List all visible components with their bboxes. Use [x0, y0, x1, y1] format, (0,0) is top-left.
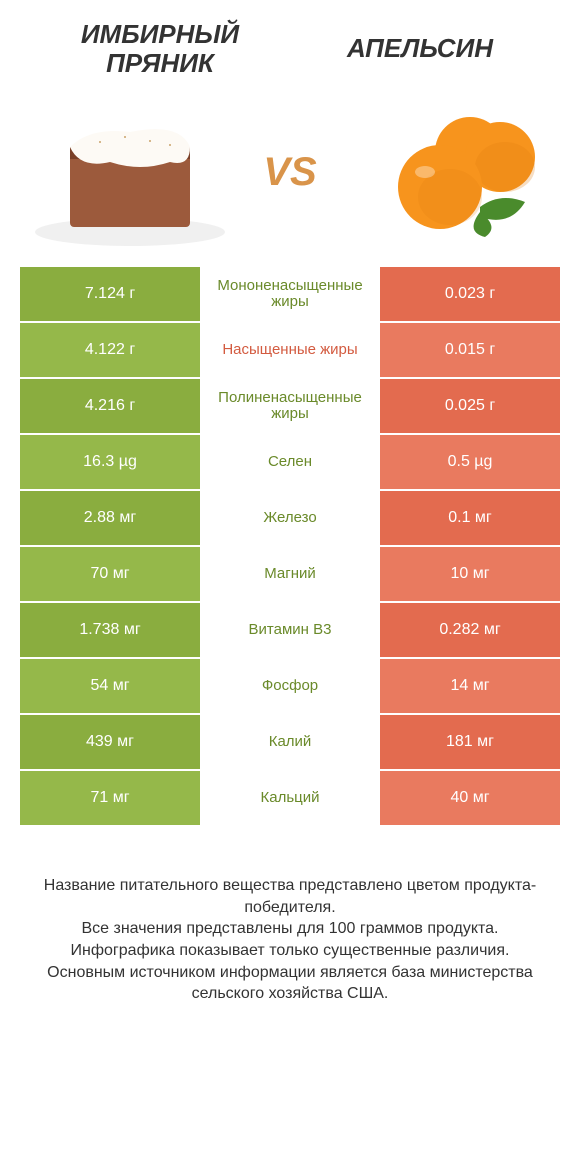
value-right: 0.025 г — [380, 379, 560, 433]
value-right: 0.5 µg — [380, 435, 560, 489]
table-row: 2.88 мгЖелезо0.1 мг — [20, 491, 560, 545]
nutrient-label: Магний — [200, 547, 380, 601]
nutrient-label: Фосфор — [200, 659, 380, 713]
value-right: 0.282 мг — [380, 603, 560, 657]
table-row: 1.738 мгВитамин B30.282 мг — [20, 603, 560, 657]
value-right: 181 мг — [380, 715, 560, 769]
value-left: 1.738 мг — [20, 603, 200, 657]
value-left: 7.124 г — [20, 267, 200, 321]
table-row: 7.124 гМононенасыщенные жиры0.023 г — [20, 267, 560, 321]
nutrient-label: Калий — [200, 715, 380, 769]
value-right: 0.023 г — [380, 267, 560, 321]
table-row: 54 мгФосфор14 мг — [20, 659, 560, 713]
value-left: 71 мг — [20, 771, 200, 825]
table-row: 4.122 гНасыщенные жиры0.015 г — [20, 323, 560, 377]
nutrient-label: Железо — [200, 491, 380, 545]
comparison-table: 7.124 гМононенасыщенные жиры0.023 г4.122… — [20, 267, 560, 825]
table-row: 4.216 гПолиненасыщенные жиры0.025 г — [20, 379, 560, 433]
value-left: 54 мг — [20, 659, 200, 713]
left-product-title: ИМБИРНЫЙ ПРЯНИК — [30, 20, 290, 77]
nutrient-label: Кальций — [200, 771, 380, 825]
nutrient-label: Мононенасыщенные жиры — [200, 267, 380, 321]
table-row: 70 мгМагний10 мг — [20, 547, 560, 601]
footer-line: Название питательного вещества представл… — [20, 875, 560, 918]
value-right: 10 мг — [380, 547, 560, 601]
value-left: 2.88 мг — [20, 491, 200, 545]
value-left: 16.3 µg — [20, 435, 200, 489]
nutrient-label: Полиненасыщенные жиры — [200, 379, 380, 433]
table-row: 71 мгКальций40 мг — [20, 771, 560, 825]
vs-label: VS — [263, 150, 316, 195]
nutrient-label: Витамин B3 — [200, 603, 380, 657]
table-row: 439 мгКалий181 мг — [20, 715, 560, 769]
value-right: 14 мг — [380, 659, 560, 713]
footer-notes: Название питательного вещества представл… — [0, 875, 580, 1005]
footer-line: Инфографика показывает только существенн… — [20, 940, 560, 962]
gingerbread-image — [30, 97, 230, 247]
table-row: 16.3 µgСелен0.5 µg — [20, 435, 560, 489]
value-left: 4.122 г — [20, 323, 200, 377]
value-right: 0.1 мг — [380, 491, 560, 545]
footer-line: Основным источником информации является … — [20, 962, 560, 1005]
footer-line: Все значения представлены для 100 граммо… — [20, 918, 560, 940]
value-right: 40 мг — [380, 771, 560, 825]
value-left: 70 мг — [20, 547, 200, 601]
right-product-title: АПЕЛЬСИН — [290, 34, 550, 63]
value-right: 0.015 г — [380, 323, 560, 377]
value-left: 439 мг — [20, 715, 200, 769]
nutrient-label: Селен — [200, 435, 380, 489]
images-row: VS — [0, 87, 580, 267]
value-left: 4.216 г — [20, 379, 200, 433]
nutrient-label: Насыщенные жиры — [200, 323, 380, 377]
header: ИМБИРНЫЙ ПРЯНИК АПЕЛЬСИН — [0, 0, 580, 87]
orange-image — [350, 97, 550, 247]
